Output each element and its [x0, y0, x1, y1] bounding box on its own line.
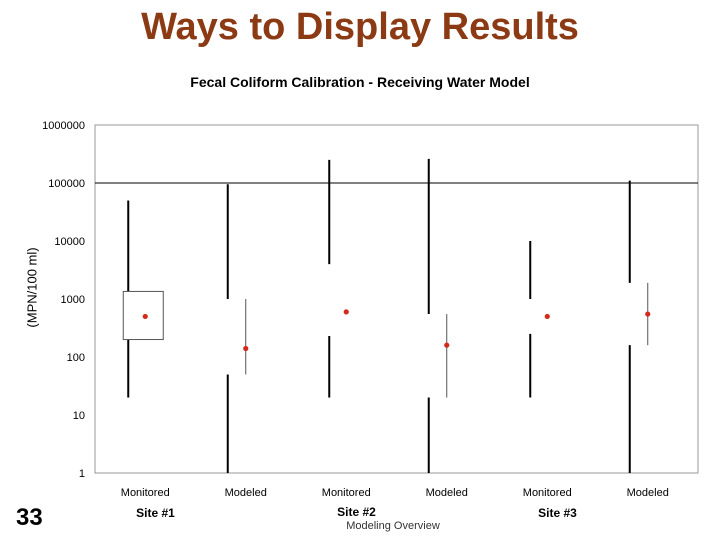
plot-frame	[94, 124, 699, 474]
site-label-2: Site #2	[337, 505, 376, 519]
iqr-box	[122, 290, 164, 341]
category-label: Modeled	[627, 487, 669, 499]
y-tick-label: 1	[79, 468, 85, 480]
category-label: Monitored	[523, 487, 572, 499]
y-tick-label: 1000000	[42, 120, 85, 132]
mean-marker	[142, 313, 148, 320]
category-label: Monitored	[121, 487, 170, 499]
slide-number: 33	[16, 504, 43, 531]
mean-marker	[444, 342, 450, 348]
site-label-3: Site #3	[538, 506, 577, 520]
footer-text: Modeling Overview	[346, 520, 440, 532]
mean-marker	[343, 309, 349, 315]
mean-marker	[645, 311, 651, 317]
category-label: Modeled	[426, 487, 468, 499]
y-tick-label: 10	[73, 410, 85, 422]
category-label: Modeled	[225, 487, 267, 499]
mean-marker	[243, 345, 249, 352]
y-tick-label: 10000	[54, 236, 85, 248]
slide-title: Ways to Display Results	[141, 6, 579, 48]
site-label-1: Site #1	[136, 506, 175, 520]
y-tick-label: 100000	[48, 178, 85, 190]
category-label: Monitored	[322, 487, 371, 499]
chart-title: Fecal Coliform Calibration - Receiving W…	[190, 74, 530, 90]
y-tick-label: 100	[67, 352, 85, 364]
mean-marker	[544, 313, 550, 320]
y-tick-label: 1000	[61, 294, 85, 306]
